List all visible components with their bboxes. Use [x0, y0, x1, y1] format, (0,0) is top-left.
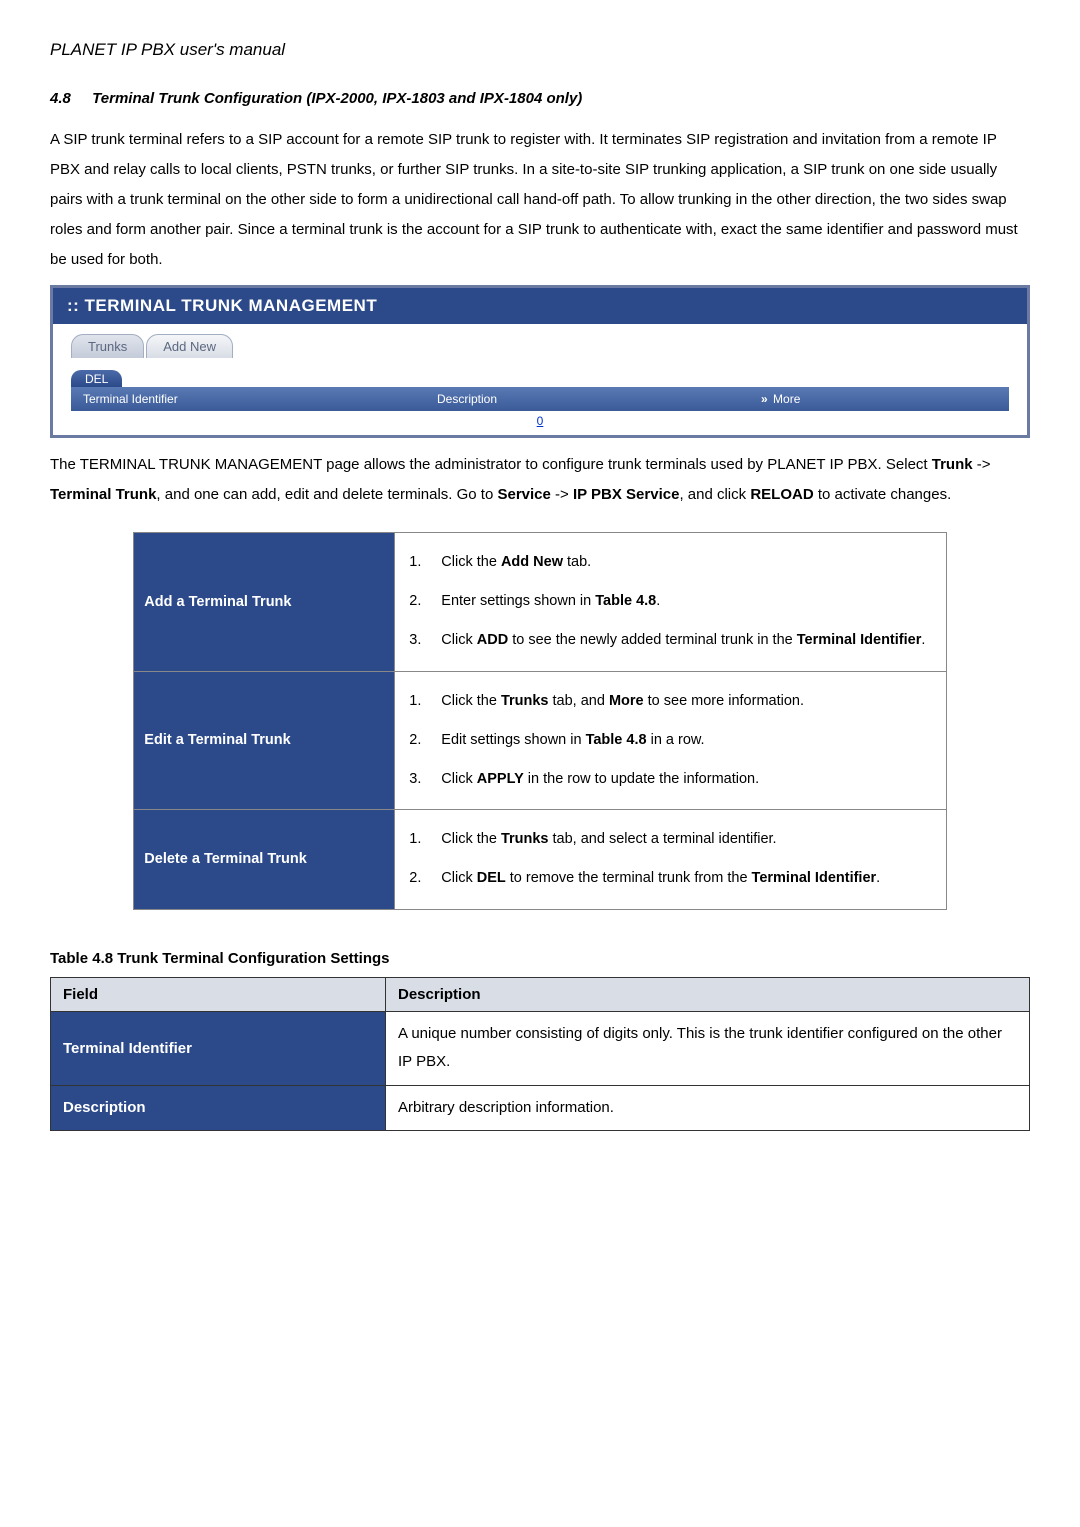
- operations-table: Add a Terminal Trunk 1.Click the Add New…: [133, 532, 946, 910]
- field-description: Description: [51, 1085, 386, 1131]
- grid-header: Terminal Identifier Description » More: [71, 387, 1009, 411]
- list-item: 1.Click the Trunks tab, and select a ter…: [401, 820, 935, 859]
- row-link-zero[interactable]: 0: [537, 414, 544, 428]
- op-edit-steps: 1.Click the Trunks tab, and More to see …: [395, 671, 946, 810]
- op-add-steps: 1.Click the Add New tab. 2.Enter setting…: [395, 533, 946, 672]
- col-terminal-identifier: Terminal Identifier: [71, 387, 425, 411]
- section-heading: 4.8 Terminal Trunk Configuration (IPX-20…: [50, 90, 1030, 107]
- tab-add-new[interactable]: Add New: [146, 334, 233, 358]
- list-item: 3.Click ADD to see the newly added termi…: [401, 621, 935, 660]
- settings-table: Field Description Terminal Identifier A …: [50, 977, 1030, 1132]
- list-item: 3.Click APPLY in the row to update the i…: [401, 760, 935, 799]
- sub-tab-row: DEL: [71, 370, 1009, 387]
- col-more-label: More: [773, 392, 800, 406]
- terminal-trunk-screenshot: :: TERMINAL TRUNK MANAGEMENT Trunks Add …: [50, 285, 1030, 438]
- col-description: Description: [425, 387, 749, 411]
- tab-row: Trunks Add New: [71, 334, 1009, 358]
- table-row: Terminal Identifier A unique number cons…: [51, 1011, 1030, 1085]
- post-screenshot-paragraph: The TERMINAL TRUNK MANAGEMENT page allow…: [50, 450, 1030, 510]
- table-row: Delete a Terminal Trunk 1.Click the Trun…: [134, 810, 946, 909]
- screenshot-body: Trunks Add New DEL Terminal Identifier D…: [53, 324, 1027, 435]
- screenshot-title: :: TERMINAL TRUNK MANAGEMENT: [53, 288, 1027, 324]
- list-item: 2.Click DEL to remove the terminal trunk…: [401, 859, 935, 898]
- field-terminal-identifier: Terminal Identifier: [51, 1011, 386, 1085]
- list-item: 2.Enter settings shown in Table 4.8.: [401, 582, 935, 621]
- desc-terminal-identifier: A unique number consisting of digits onl…: [386, 1011, 1030, 1085]
- op-add-label: Add a Terminal Trunk: [134, 533, 395, 672]
- table-row: Description Arbitrary description inform…: [51, 1085, 1030, 1131]
- grid-data-row: 0: [71, 411, 1009, 431]
- tab-trunks[interactable]: Trunks: [71, 334, 144, 358]
- col-more[interactable]: » More: [749, 387, 1009, 411]
- op-delete-steps: 1.Click the Trunks tab, and select a ter…: [395, 810, 946, 909]
- more-arrow-icon: »: [761, 392, 768, 406]
- header-field: Field: [51, 977, 386, 1011]
- doc-title: PLANET IP PBX user's manual: [50, 40, 1030, 60]
- sub-tab-del[interactable]: DEL: [71, 370, 122, 387]
- list-item: 2.Edit settings shown in Table 4.8 in a …: [401, 721, 935, 760]
- section-number: 4.8: [50, 90, 88, 107]
- table-header-row: Field Description: [51, 977, 1030, 1011]
- list-item: 1.Click the Trunks tab, and More to see …: [401, 682, 935, 721]
- intro-paragraph: A SIP trunk terminal refers to a SIP acc…: [50, 125, 1030, 275]
- op-edit-label: Edit a Terminal Trunk: [134, 671, 395, 810]
- table-row: Add a Terminal Trunk 1.Click the Add New…: [134, 533, 946, 672]
- header-description: Description: [386, 977, 1030, 1011]
- list-item: 1.Click the Add New tab.: [401, 543, 935, 582]
- section-title: Terminal Trunk Configuration (IPX-2000, …: [92, 90, 582, 107]
- op-delete-label: Delete a Terminal Trunk: [134, 810, 395, 909]
- settings-table-caption: Table 4.8 Trunk Terminal Configuration S…: [50, 950, 1030, 967]
- table-row: Edit a Terminal Trunk 1.Click the Trunks…: [134, 671, 946, 810]
- desc-description: Arbitrary description information.: [386, 1085, 1030, 1131]
